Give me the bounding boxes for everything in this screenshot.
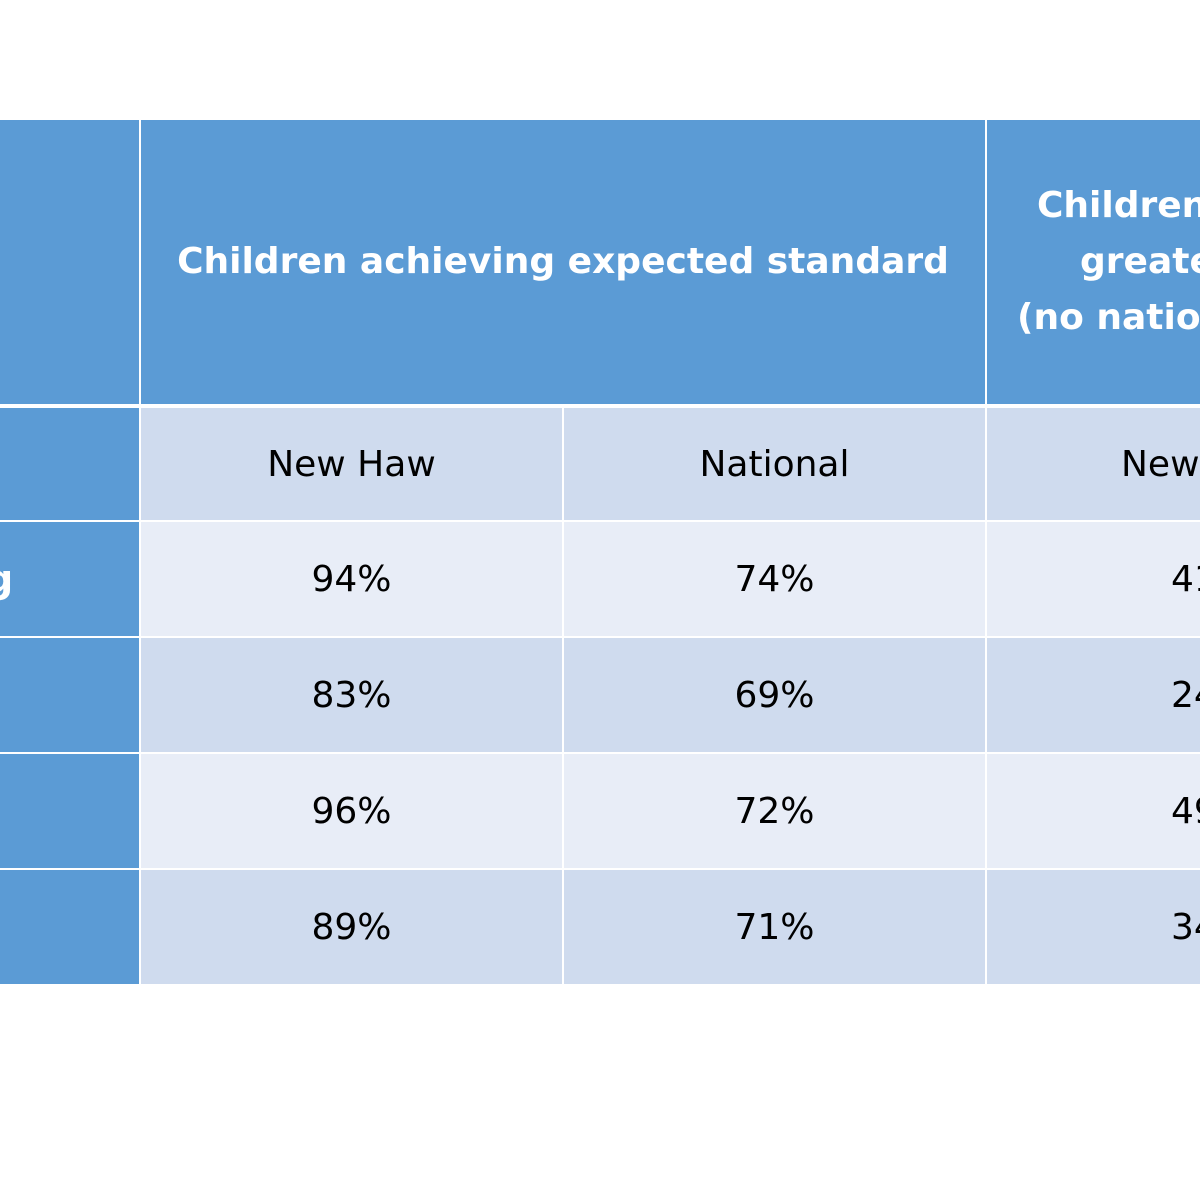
row-1-national: 74% <box>564 522 985 636</box>
row-1-new-haw: 94% <box>141 522 562 636</box>
header-greater-depth-line3: (no nation <box>1017 297 1200 338</box>
row-1-partial: 41 <box>987 522 1200 636</box>
subheader-national: National <box>564 408 985 520</box>
subheader-new-haw: New Haw <box>141 408 562 520</box>
row-3-label <box>0 754 139 868</box>
row-4-label <box>0 870 139 984</box>
row-2-national: 69% <box>564 638 985 752</box>
header-greater-depth-line2: greate <box>1080 241 1200 282</box>
row-1-label: g <box>0 522 139 636</box>
header-corner-cell <box>0 120 139 404</box>
row-3-partial: 49 <box>987 754 1200 868</box>
header-greater-depth: Children greate (no nation <box>987 120 1200 404</box>
row-3-national: 72% <box>564 754 985 868</box>
row-4-new-haw: 89% <box>141 870 562 984</box>
row-2-partial: 24 <box>987 638 1200 752</box>
row-3-new-haw: 96% <box>141 754 562 868</box>
row-2-label <box>0 638 139 752</box>
row-2-new-haw: 83% <box>141 638 562 752</box>
subheader-corner-cell <box>0 408 139 520</box>
subheader-new-partial: New <box>987 408 1200 520</box>
row-4-national: 71% <box>564 870 985 984</box>
header-expected-standard-label: Children achieving expected standard <box>177 241 949 282</box>
header-expected-standard: Children achieving expected standard <box>141 120 985 404</box>
header-greater-depth-line1: Children <box>1037 185 1200 226</box>
row-4-partial: 34 <box>987 870 1200 984</box>
